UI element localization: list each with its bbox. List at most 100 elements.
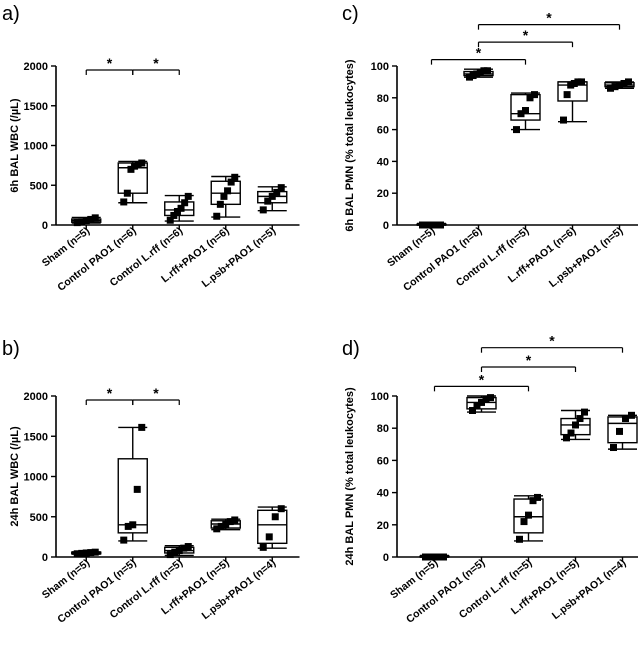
data-point (73, 219, 81, 227)
data-point (82, 549, 90, 557)
data-point (91, 214, 99, 222)
data-point (231, 173, 239, 181)
y-tick-label: 0 (383, 552, 389, 564)
data-point (484, 67, 491, 75)
data-point (478, 398, 485, 406)
data-point (259, 206, 267, 214)
y-axis-title: 6h BAL WBC (/µL) (9, 98, 21, 192)
data-point (487, 394, 494, 402)
y-tick-label: 2000 (24, 391, 48, 403)
data-point (432, 221, 440, 229)
data-point (534, 493, 541, 501)
data-point (124, 522, 132, 530)
y-tick-label: 0 (42, 220, 48, 232)
y-tick-label: 20 (377, 520, 389, 532)
panel-c: c) 0 20 40 60 80 100 6h BAL PMN (% total leukoc… (342, 3, 638, 294)
data-point (480, 67, 488, 75)
data-point (133, 485, 141, 493)
data-point (574, 78, 582, 86)
data-point (435, 553, 443, 561)
data-point (120, 536, 128, 544)
data-point (264, 197, 272, 205)
data-point (171, 548, 179, 556)
data-point (469, 72, 477, 80)
y-tick-label: 1500 (24, 431, 48, 443)
significance-star: * (549, 333, 555, 349)
data-point (473, 402, 481, 410)
data-point (259, 543, 267, 551)
x-tick-label: Control PAO1 (n=6) (401, 225, 484, 294)
data-point (576, 415, 584, 423)
significance-star: * (107, 55, 113, 71)
data-point (78, 549, 86, 557)
data-point (123, 189, 131, 197)
data-point (226, 518, 234, 526)
significance-star: * (523, 27, 529, 43)
data-point (222, 520, 230, 528)
data-point (87, 215, 95, 223)
y-tick-label: 1000 (24, 141, 48, 153)
data-point (422, 553, 429, 561)
data-point (473, 70, 481, 78)
data-point (440, 553, 447, 561)
y-tick-label: 2000 (24, 61, 48, 73)
data-point (138, 159, 146, 167)
y-tick-label: 60 (377, 125, 389, 137)
data-point (271, 513, 279, 521)
y-tick-label: 20 (377, 188, 389, 200)
significance-star: * (153, 385, 159, 401)
y-tick-label: 0 (383, 220, 389, 232)
data-point (482, 395, 490, 403)
data-point (522, 107, 529, 115)
y-tick-label: 0 (42, 552, 48, 564)
x-tick-label: Control PAO1 (n=5) (404, 557, 487, 626)
data-point (563, 434, 570, 442)
data-point (78, 218, 86, 226)
data-point (181, 199, 189, 207)
box-group (513, 495, 544, 542)
data-point (628, 411, 635, 419)
data-point (268, 192, 276, 200)
data-point (184, 543, 192, 551)
x-tick-label: Control PAO1 (n=5) (55, 557, 138, 626)
y-tick-label: 1500 (24, 101, 48, 113)
data-point (213, 212, 221, 220)
y-tick-label: 40 (377, 156, 389, 168)
data-point (610, 444, 617, 452)
y-axis-title: 24h BAL PMN (% total leukocytes) (344, 387, 356, 566)
panel-label: c) (342, 3, 359, 25)
data-point (419, 221, 426, 229)
data-point (277, 505, 285, 513)
x-tick-label: Control PAO1 (n=6) (55, 225, 138, 294)
data-point (567, 81, 575, 89)
box-group (117, 426, 148, 542)
significance-star: * (476, 45, 482, 61)
data-point (180, 544, 188, 552)
data-point (428, 221, 435, 229)
y-tick-label: 80 (377, 93, 389, 105)
data-point (529, 497, 537, 505)
data-point (563, 91, 571, 99)
y-tick-label: 100 (371, 391, 389, 403)
data-point (273, 188, 281, 196)
data-point (138, 423, 146, 431)
data-point (73, 550, 81, 558)
data-point (517, 110, 525, 118)
data-point (127, 165, 135, 173)
data-point (581, 408, 588, 416)
y-axis-title: 24h BAL WBC (/µL) (9, 426, 21, 527)
data-point (177, 204, 185, 212)
data-point (134, 161, 142, 169)
y-tick-label: 500 (30, 180, 48, 192)
data-point (231, 516, 239, 524)
y-axis-title: 6h BAL PMN (% total leukocytes) (344, 59, 356, 231)
data-point (82, 217, 90, 225)
data-point (516, 535, 523, 543)
data-point (227, 178, 235, 186)
y-tick-label: 80 (377, 423, 389, 435)
data-point (220, 192, 228, 200)
data-point (620, 79, 628, 87)
data-point (572, 421, 579, 429)
